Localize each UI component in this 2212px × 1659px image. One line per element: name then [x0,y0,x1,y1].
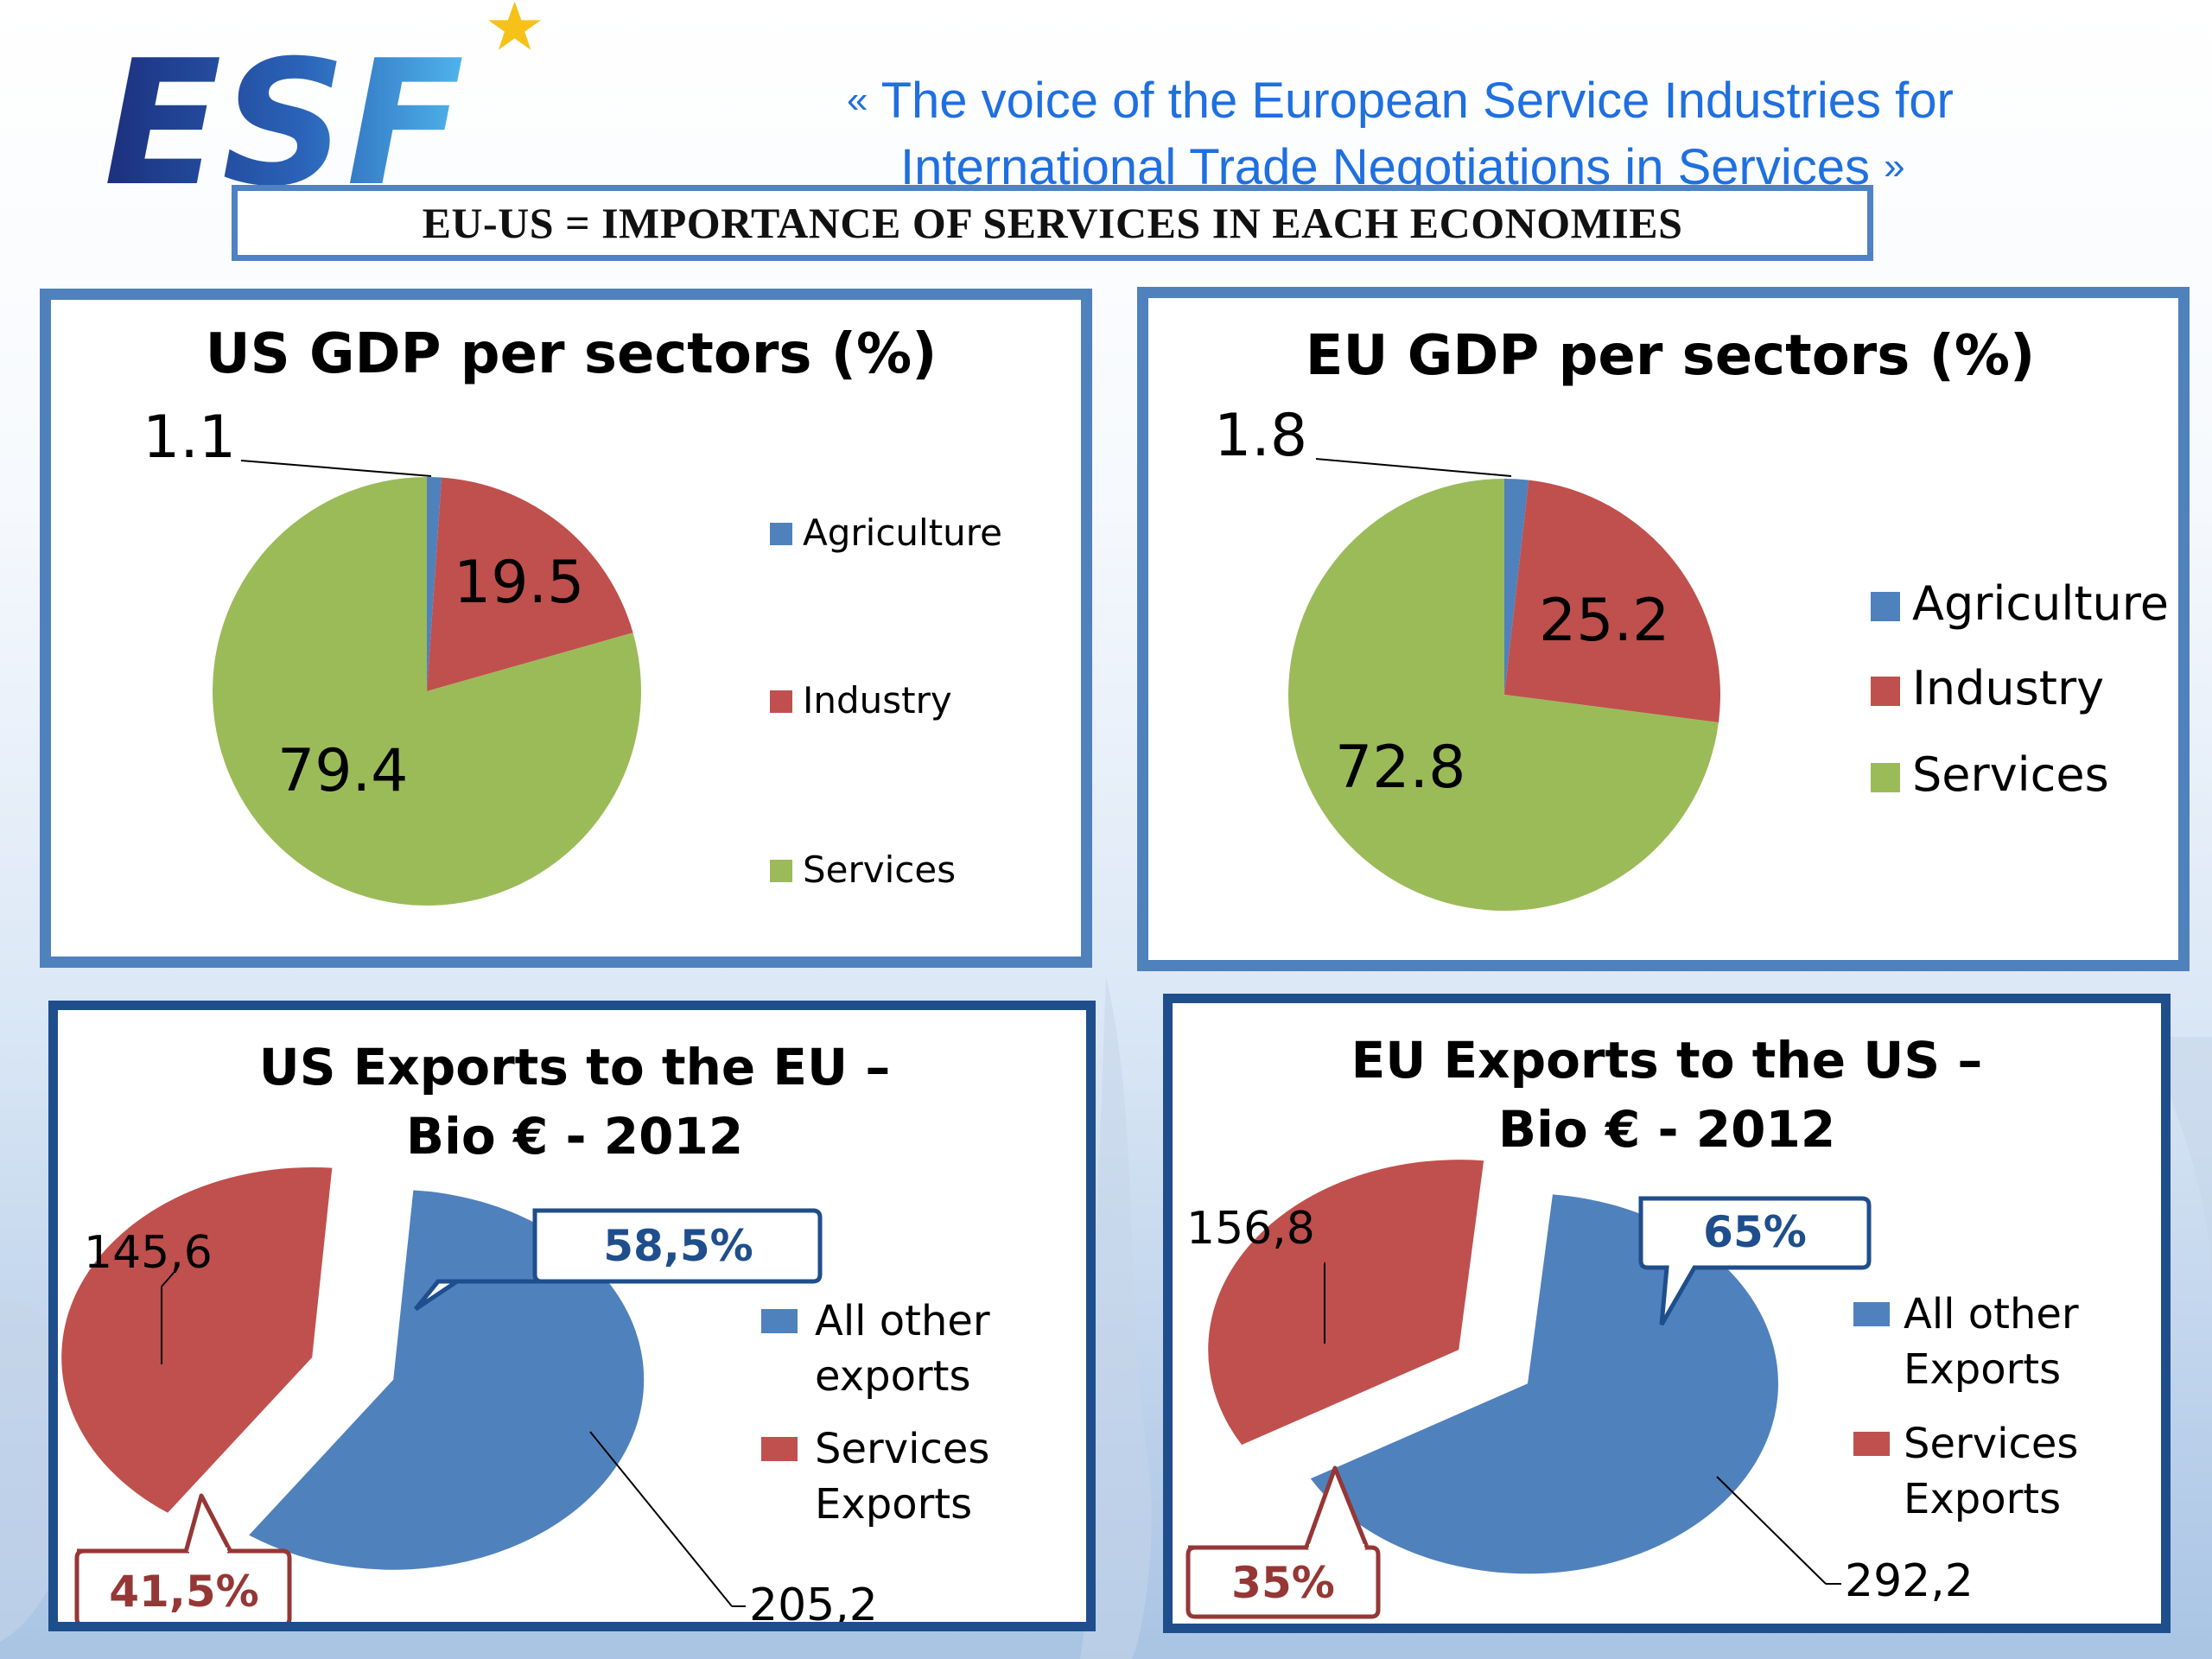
data-label-services: 156,8 [1186,1203,1315,1255]
callout-percentage-services: 35% [1231,1558,1335,1608]
data-label-services: 145,6 [84,1227,213,1279]
data-label-industry: 25.2 [1539,587,1669,655]
legend: Agriculture Industry Services [770,512,1002,891]
data-label-other: 205,2 [749,1580,878,1622]
chart-title-line2: Bio € - 2012 [406,1107,743,1166]
legend-label-industry: Industry [803,679,952,721]
legend-label-other-line2: exports [815,1352,971,1401]
eu-gdp-pie-chart: EU GDP per sectors (%) 1.8 25.2 72.8 Agr… [1214,324,2169,911]
legend: All other exports Services Exports [761,1297,990,1529]
legend-label-services-line1: Services [815,1425,989,1473]
legend-swatch-services [770,860,792,882]
pie-slices [213,477,641,906]
legend-label-other-line1: All other [815,1297,990,1345]
legend-swatch-agriculture [1871,592,1900,621]
legend-swatch-services [761,1437,798,1461]
legend-label-services: Services [803,849,956,891]
leader-line-other [1716,1476,1827,1585]
legend-swatch-other [761,1309,798,1333]
chart-title: US GDP per sectors (%) [206,322,938,386]
legend-swatch-industry [1871,677,1900,706]
us-exports-chart-panel: US Exports to the EU – Bio € - 2012 205,… [48,1001,1096,1631]
tagline-close-quote: » [1884,145,1905,188]
legend: All other Exports Services Exports [1853,1290,2079,1523]
callout-other: 65% [1638,1196,1872,1326]
pie-slice-industry [1504,480,1720,723]
us-exports-pie-chart: US Exports to the EU – Bio € - 2012 205,… [61,1038,990,1622]
us-gdp-pie-chart: US GDP per sectors (%) 1.1 19.5 79.4 Agr… [143,322,1002,906]
leader-line-other [589,1431,733,1607]
pie-slice-services [213,477,641,906]
header-banner: EU-US = IMPORTANCE OF SERVICES IN EACH E… [232,185,1873,261]
callout-services: 35% [1185,1465,1381,1619]
pie-slices [1208,1160,1778,1574]
callout-services: 41,5% [74,1493,292,1622]
callout-percentage-services: 41,5% [109,1567,258,1617]
data-label-industry: 19.5 [454,549,584,617]
pie-slice-agriculture [1504,479,1529,695]
eu-gdp-chart-panel: EU GDP per sectors (%) 1.8 25.2 72.8 Agr… [1137,287,2190,971]
leader-line-agriculture [1315,458,1512,477]
legend: Agriculture Industry Services [1871,576,2169,802]
pie-slice-all-other-exports [249,1190,645,1570]
star-icon [488,1,542,50]
eu-exports-pie-chart: EU Exports to the US – Bio € - 2012 292,… [1185,1031,2079,1619]
legend-label-services: Services [1912,747,2109,802]
chart-title-line2: Bio € - 2012 [1498,1100,1835,1159]
legend-swatch-agriculture [770,523,792,545]
tagline-open-quote: « [847,79,868,121]
data-label-services: 72.8 [1335,734,1465,802]
pie-slices [61,1166,645,1570]
legend-label-agriculture: Agriculture [1912,576,2169,631]
legend-swatch-industry [770,690,792,713]
pie-slice-all-other-exports [1310,1194,1778,1574]
callout-other: 58,5% [414,1208,823,1312]
legend-swatch-services [1871,763,1900,792]
tagline: « The voice of the European Service Indu… [847,67,2160,200]
pie-slice-agriculture [427,477,442,691]
callout-percentage-other: 58,5% [603,1221,753,1271]
tagline-line1: The voice of the European Service Indust… [880,73,1954,129]
pie-slice-industry [427,477,633,691]
pie-slices [1288,479,1720,911]
eu-exports-chart-panel: EU Exports to the US – Bio € - 2012 292,… [1163,994,2171,1633]
legend-label-other-line2: Exports [1904,1345,2061,1394]
legend-label-agriculture: Agriculture [803,512,1002,554]
leader-line-agriculture [240,460,432,477]
data-label-other: 292,2 [1845,1555,1974,1607]
legend-label-industry: Industry [1912,661,2104,715]
esf-logo: ESF [104,1,542,199]
callout-percentage-other: 65% [1703,1207,1807,1257]
pie-slice-services-exports [1208,1160,1484,1446]
data-label-services: 79.4 [277,737,408,805]
chart-title-line1: US Exports to the EU – [259,1038,891,1096]
legend-swatch-other [1853,1302,1890,1326]
pie-slice-services [1288,479,1719,911]
us-gdp-chart-panel: US GDP per sectors (%) 1.1 19.5 79.4 Agr… [40,289,1092,968]
legend-label-services-line2: Exports [815,1480,972,1529]
pie-slice-services-exports [61,1166,333,1513]
data-label-agriculture: 1.1 [143,404,236,472]
logo-text: ESF [104,23,464,199]
page-title: EU-US = IMPORTANCE OF SERVICES IN EACH E… [422,199,1683,247]
legend-label-other-line1: All other [1904,1290,2079,1338]
legend-swatch-services [1853,1432,1890,1456]
legend-label-services-line2: Exports [1904,1475,2061,1523]
legend-label-services-line1: Services [1904,1420,2078,1468]
chart-title: EU GDP per sectors (%) [1306,324,2035,388]
data-label-agriculture: 1.8 [1214,402,1307,470]
chart-title-line1: EU Exports to the US – [1351,1031,1983,1090]
